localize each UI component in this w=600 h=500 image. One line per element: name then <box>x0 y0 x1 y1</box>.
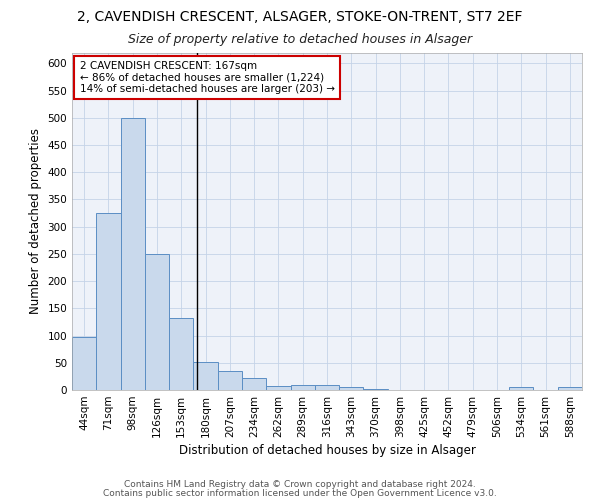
Text: Size of property relative to detached houses in Alsager: Size of property relative to detached ho… <box>128 32 472 46</box>
Bar <box>169 318 193 390</box>
Bar <box>145 254 169 390</box>
Bar <box>339 388 364 390</box>
Text: 2 CAVENDISH CRESCENT: 167sqm
← 86% of detached houses are smaller (1,224)
14% of: 2 CAVENDISH CRESCENT: 167sqm ← 86% of de… <box>80 61 335 94</box>
Bar <box>509 388 533 390</box>
X-axis label: Distribution of detached houses by size in Alsager: Distribution of detached houses by size … <box>179 444 475 457</box>
Bar <box>96 213 121 390</box>
Bar <box>290 384 315 390</box>
Y-axis label: Number of detached properties: Number of detached properties <box>29 128 42 314</box>
Bar <box>364 389 388 390</box>
Text: Contains public sector information licensed under the Open Government Licence v3: Contains public sector information licen… <box>103 490 497 498</box>
Bar <box>121 118 145 390</box>
Text: Contains HM Land Registry data © Crown copyright and database right 2024.: Contains HM Land Registry data © Crown c… <box>124 480 476 489</box>
Bar <box>218 371 242 390</box>
Bar <box>72 336 96 390</box>
Bar <box>242 378 266 390</box>
Bar <box>558 388 582 390</box>
Bar <box>315 384 339 390</box>
Bar <box>193 362 218 390</box>
Text: 2, CAVENDISH CRESCENT, ALSAGER, STOKE-ON-TRENT, ST7 2EF: 2, CAVENDISH CRESCENT, ALSAGER, STOKE-ON… <box>77 10 523 24</box>
Bar <box>266 386 290 390</box>
